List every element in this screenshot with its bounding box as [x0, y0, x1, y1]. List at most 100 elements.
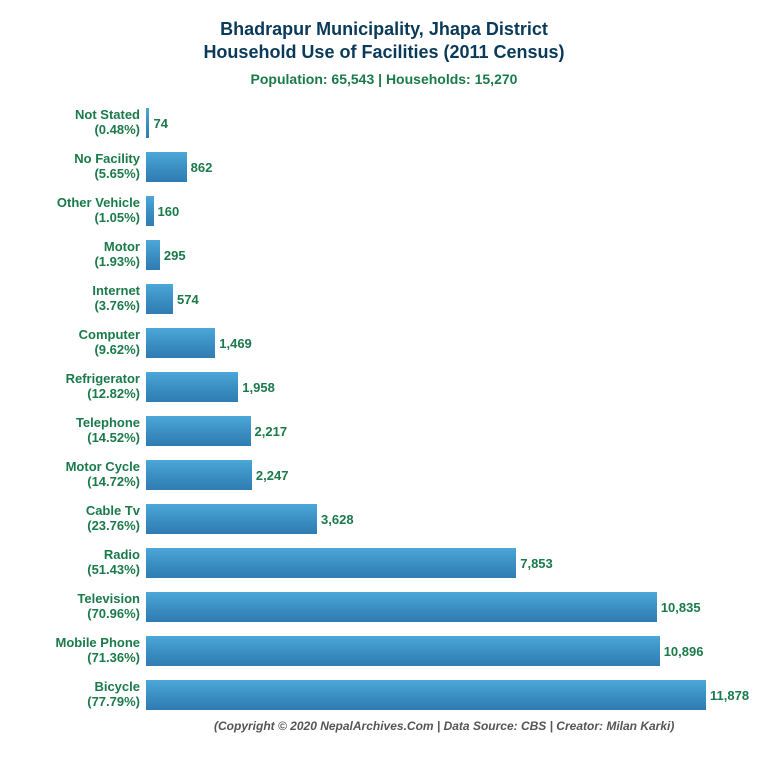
category-name: Refrigerator	[30, 372, 140, 387]
category-percent: (70.96%)	[30, 607, 140, 622]
bar	[146, 680, 706, 710]
category-label: Refrigerator(12.82%)	[30, 372, 146, 402]
bar-row: Computer(9.62%) 1,469	[30, 321, 738, 365]
bar-value-label: 862	[191, 160, 213, 175]
bar-wrap: 3,628	[146, 497, 706, 541]
bar-row: Refrigerator(12.82%) 1,958	[30, 365, 738, 409]
bar	[146, 636, 660, 666]
bar-wrap: 862	[146, 145, 706, 189]
bar	[146, 284, 173, 314]
category-name: Bicycle	[30, 680, 140, 695]
bar-value-label: 1,469	[219, 336, 252, 351]
bar	[146, 240, 160, 270]
category-name: Radio	[30, 548, 140, 563]
bar-wrap: 1,469	[146, 321, 706, 365]
bar-value-label: 10,896	[664, 644, 704, 659]
bar-wrap: 10,896	[146, 629, 706, 673]
category-label: Motor(1.93%)	[30, 240, 146, 270]
bar-value-label: 2,217	[255, 424, 288, 439]
category-percent: (3.76%)	[30, 299, 140, 314]
bar-wrap: 11,878	[146, 673, 706, 717]
category-name: Computer	[30, 328, 140, 343]
category-label: Motor Cycle(14.72%)	[30, 460, 146, 490]
category-percent: (14.52%)	[30, 431, 140, 446]
bar-value-label: 7,853	[520, 556, 553, 571]
category-name: Internet	[30, 284, 140, 299]
category-percent: (51.43%)	[30, 563, 140, 578]
category-label: Mobile Phone(71.36%)	[30, 636, 146, 666]
chart-title-line2: Household Use of Facilities (2011 Census…	[30, 41, 738, 64]
bar-value-label: 1,958	[242, 380, 275, 395]
category-percent: (77.79%)	[30, 695, 140, 710]
bar-wrap: 10,835	[146, 585, 706, 629]
category-name: Cable Tv	[30, 504, 140, 519]
bar	[146, 548, 516, 578]
bar-row: No Facility(5.65%) 862	[30, 145, 738, 189]
chart-title: Bhadrapur Municipality, Jhapa District H…	[30, 18, 738, 63]
bar-wrap: 1,958	[146, 365, 706, 409]
bar-value-label: 2,247	[256, 468, 289, 483]
bar-row: Internet(3.76%)574	[30, 277, 738, 321]
bar-row: Bicycle(77.79%)11,878	[30, 673, 738, 717]
bar	[146, 504, 317, 534]
category-percent: (14.72%)	[30, 475, 140, 490]
bar	[146, 328, 215, 358]
category-name: Telephone	[30, 416, 140, 431]
bar	[146, 196, 154, 226]
category-percent: (1.93%)	[30, 255, 140, 270]
category-percent: (9.62%)	[30, 343, 140, 358]
bar	[146, 152, 187, 182]
bar	[146, 592, 657, 622]
bar-value-label: 160	[158, 204, 180, 219]
category-label: Internet(3.76%)	[30, 284, 146, 314]
chart-subtitle: Population: 65,543 | Households: 15,270	[30, 71, 738, 87]
bar	[146, 372, 238, 402]
chart-container: Bhadrapur Municipality, Jhapa District H…	[0, 0, 768, 768]
category-percent: (71.36%)	[30, 651, 140, 666]
category-label: Bicycle(77.79%)	[30, 680, 146, 710]
bar-wrap: 2,247	[146, 453, 706, 497]
bar-wrap: 74	[146, 101, 706, 145]
category-name: Television	[30, 592, 140, 607]
bar-wrap: 574	[146, 277, 706, 321]
bar-row: Not Stated(0.48%) 74	[30, 101, 738, 145]
category-name: Motor Cycle	[30, 460, 140, 475]
bar	[146, 460, 252, 490]
category-percent: (5.65%)	[30, 167, 140, 182]
bar	[146, 108, 149, 138]
bar-value-label: 3,628	[321, 512, 354, 527]
bar-value-label: 74	[153, 116, 167, 131]
category-label: Computer(9.62%)	[30, 328, 146, 358]
bar-wrap: 2,217	[146, 409, 706, 453]
bar-row: Telephone(14.52%) 2,217	[30, 409, 738, 453]
category-label: Radio(51.43%)	[30, 548, 146, 578]
bar	[146, 416, 251, 446]
chart-title-line1: Bhadrapur Municipality, Jhapa District	[30, 18, 738, 41]
bar-row: Motor Cycle(14.72%) 2,247	[30, 453, 738, 497]
bar-row: Motor(1.93%) 295	[30, 233, 738, 277]
category-name: Mobile Phone	[30, 636, 140, 651]
category-percent: (0.48%)	[30, 123, 140, 138]
bar-value-label: 295	[164, 248, 186, 263]
bar-row: Cable Tv(23.76%) 3,628	[30, 497, 738, 541]
category-label: Telephone(14.52%)	[30, 416, 146, 446]
chart-footer: (Copyright © 2020 NepalArchives.Com | Da…	[214, 719, 738, 733]
category-label: Other Vehicle(1.05%)	[30, 196, 146, 226]
category-name: Other Vehicle	[30, 196, 140, 211]
bar-row: Mobile Phone(71.36%) 10,896	[30, 629, 738, 673]
category-percent: (12.82%)	[30, 387, 140, 402]
bar-wrap: 295	[146, 233, 706, 277]
bar-row: Radio(51.43%) 7,853	[30, 541, 738, 585]
bar-value-label: 11,878	[710, 688, 749, 703]
category-label: Television(70.96%)	[30, 592, 146, 622]
category-label: No Facility(5.65%)	[30, 152, 146, 182]
category-label: Cable Tv(23.76%)	[30, 504, 146, 534]
category-name: No Facility	[30, 152, 140, 167]
category-name: Not Stated	[30, 108, 140, 123]
bar-row: Television(70.96%) 10,835	[30, 585, 738, 629]
category-label: Not Stated(0.48%)	[30, 108, 146, 138]
bar-row: Other Vehicle(1.05%) 160	[30, 189, 738, 233]
category-percent: (1.05%)	[30, 211, 140, 226]
bar-value-label: 10,835	[661, 600, 701, 615]
bars-area: Not Stated(0.48%) 74 No Facility(5.65%) 862…	[30, 101, 738, 717]
